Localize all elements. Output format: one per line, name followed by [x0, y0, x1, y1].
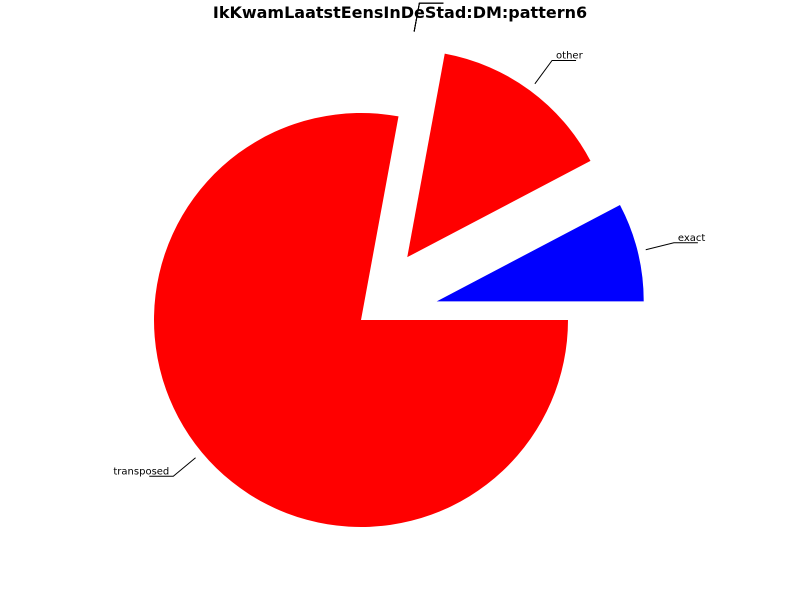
leader-line: [149, 457, 196, 477]
pie-slice-exact: [436, 205, 644, 302]
pie-slice-transposed: [154, 112, 568, 527]
slice-label: transposed: [113, 466, 169, 477]
slice-label: exact: [678, 233, 706, 244]
leader-line: [645, 242, 698, 251]
pie-labels: exact other transposed: [113, 2, 706, 477]
pie-slice-other: [407, 53, 591, 258]
pie-slices: [154, 53, 644, 527]
leader-line: [534, 59, 577, 85]
slice-label: other: [556, 50, 584, 61]
chart-title: IkKwamLaatstEensInDeStad:DM:pattern6: [213, 3, 587, 22]
leader-line: [413, 2, 444, 32]
